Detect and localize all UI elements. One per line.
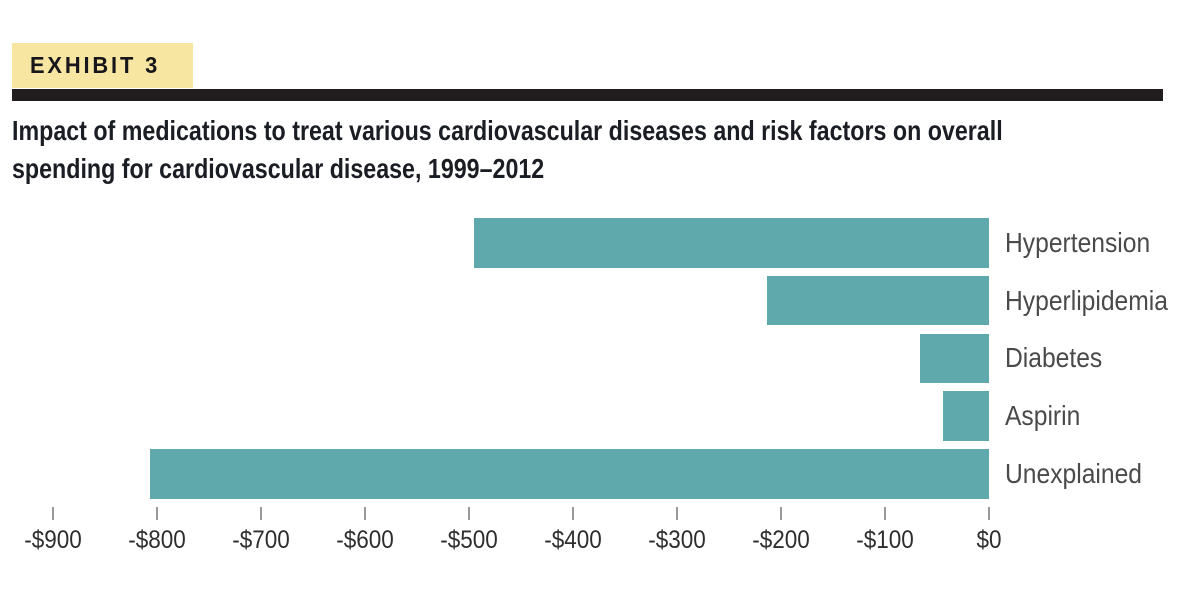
x-axis-tick: [779, 507, 782, 520]
x-axis-tick: [363, 507, 366, 520]
x-axis-tick-label: -$700: [231, 526, 290, 554]
chart-title-line1: Impact of medications to treat various c…: [12, 115, 1003, 146]
exhibit-label: EXHIBIT 3: [30, 52, 161, 78]
x-axis-tick: [467, 507, 470, 520]
bar-hypertension: [474, 218, 989, 268]
x-axis-tick: [51, 507, 54, 520]
x-axis-tick-label: -$900: [23, 526, 82, 554]
exhibit-tag: EXHIBIT 3: [12, 43, 193, 88]
bar-hyperlipidemia: [767, 275, 989, 326]
x-axis-tick: [259, 507, 262, 520]
bar-unexplained: [150, 449, 989, 499]
x-axis-tick-label: -$100: [856, 526, 914, 554]
chart-title-line2: spending for cardiovascular disease, 199…: [12, 153, 545, 184]
x-axis-tick-label: -$300: [648, 526, 706, 554]
category-label-diabetes: Diabetes: [1005, 342, 1103, 374]
top-rule: [12, 89, 1163, 101]
category-label-hyperlipidemia: Hyperlipidemia: [1005, 284, 1168, 316]
x-axis-tick: [675, 507, 678, 520]
x-axis-tick-label: -$600: [336, 526, 394, 554]
x-axis-tick-label: $0: [976, 526, 1002, 554]
category-label-hypertension: Hypertension: [1005, 226, 1151, 258]
category-label-aspirin: Aspirin: [1005, 400, 1081, 432]
bar-diabetes: [920, 333, 989, 384]
x-axis-tick: [883, 507, 886, 520]
chart-title: Impact of medications to treat various c…: [12, 112, 1003, 188]
x-axis-tick: [155, 507, 158, 520]
x-axis-tick: [988, 507, 990, 520]
x-axis-tick-label: -$500: [440, 526, 498, 554]
bar-aspirin: [943, 391, 989, 441]
x-axis-tick-label: -$200: [752, 526, 810, 554]
category-label-unexplained: Unexplained: [1005, 457, 1142, 489]
x-axis-tick-label: -$800: [127, 526, 186, 554]
x-axis-tick-label: -$400: [544, 526, 602, 554]
x-axis-tick: [571, 507, 574, 520]
